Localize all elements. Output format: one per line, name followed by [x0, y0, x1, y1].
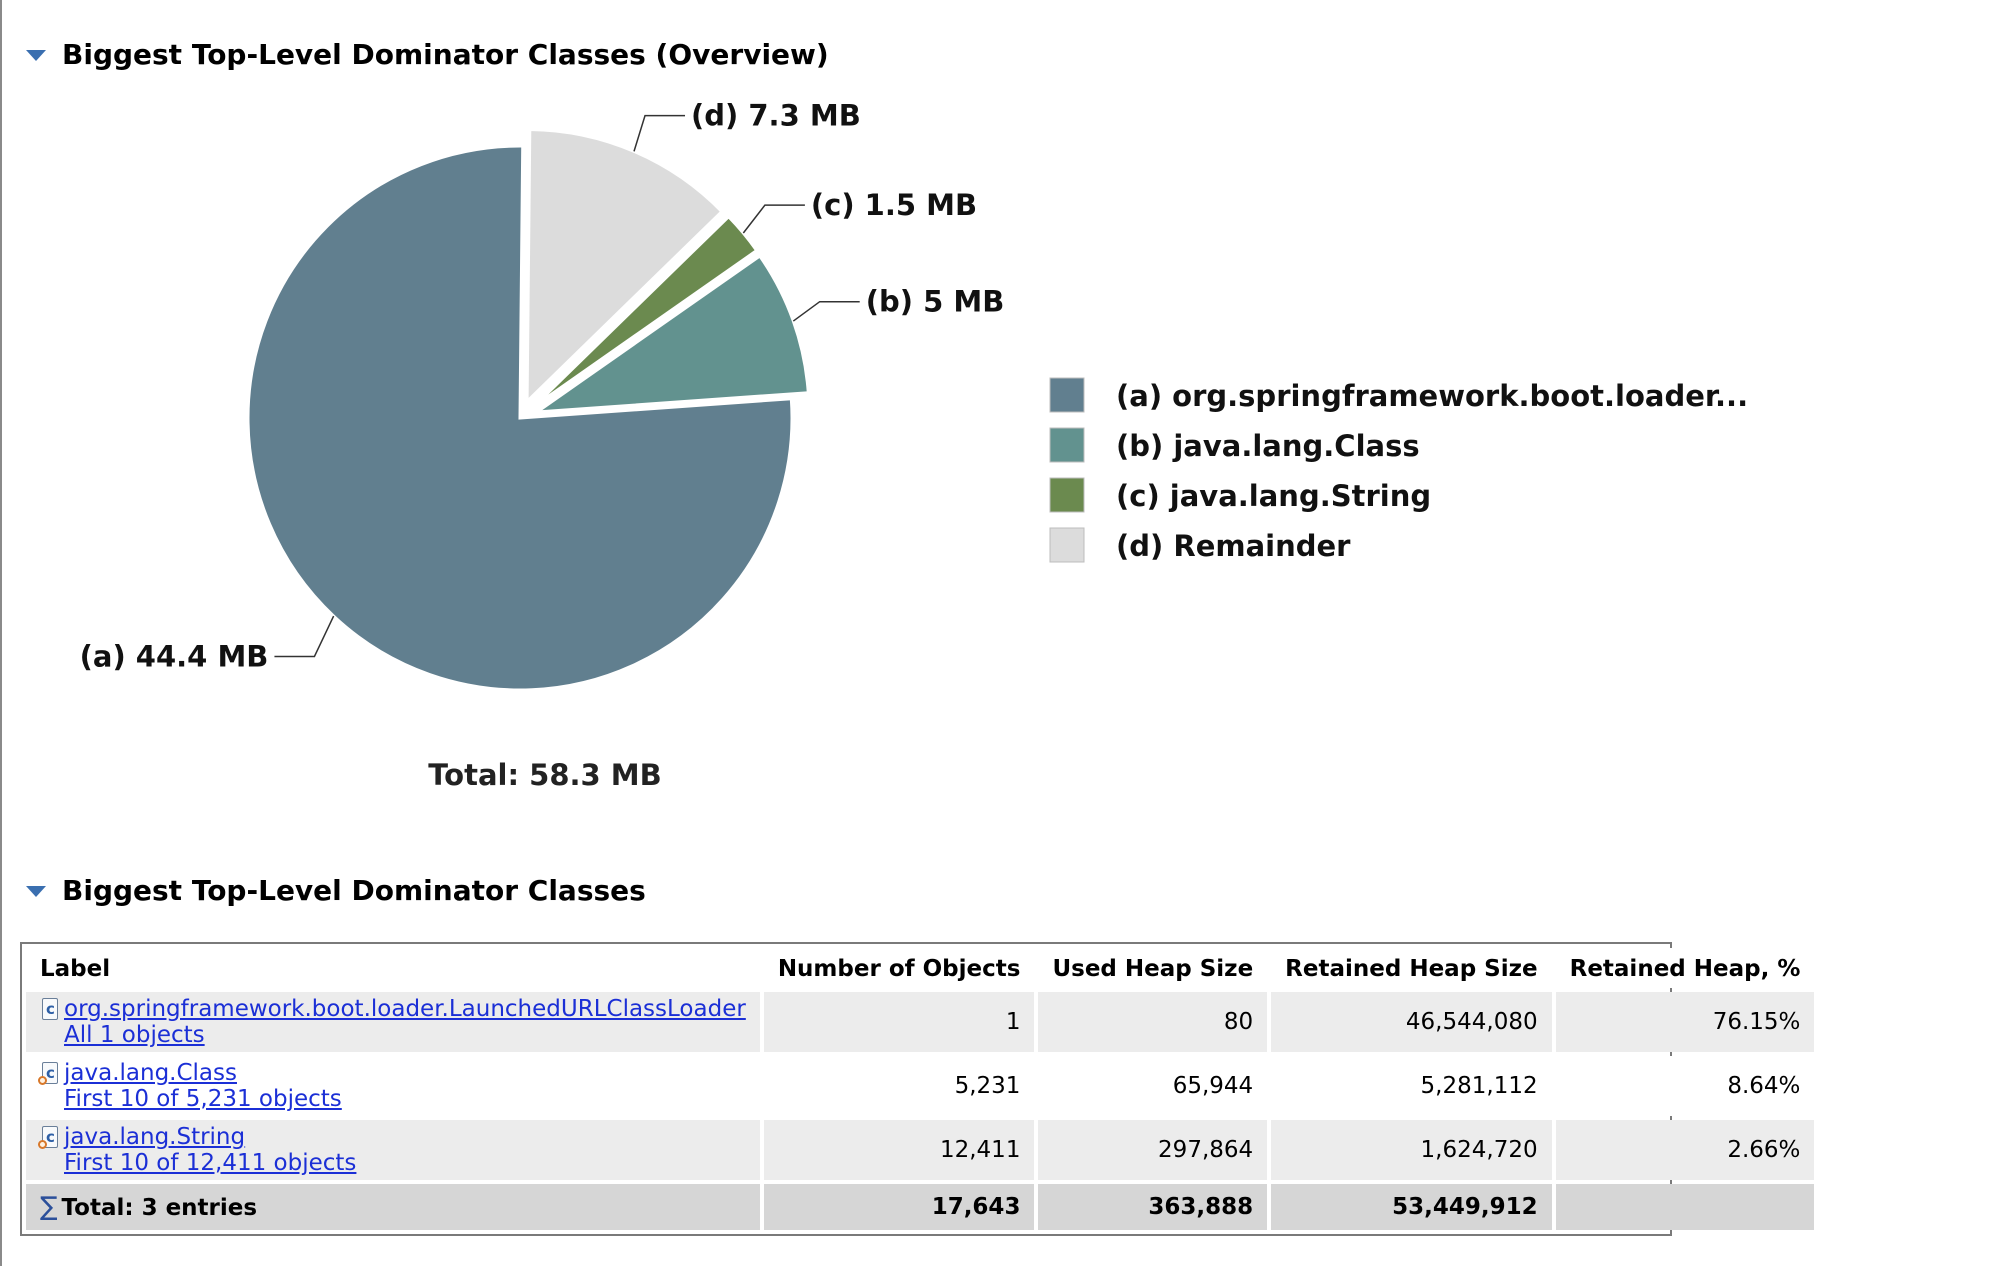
retained-heap-cell: 5,281,112: [1271, 1056, 1552, 1116]
pie-value-label: (a) 44.4 MB: [80, 639, 269, 673]
retained-pct-cell: 8.64%: [1555, 1056, 1815, 1116]
objects-link[interactable]: First 10 of 5,231 objects: [64, 1086, 342, 1112]
objects-link[interactable]: First 10 of 12,411 objects: [64, 1150, 357, 1176]
class-instance-icon: c: [38, 1126, 58, 1150]
column-header-used-heap[interactable]: Used Heap Size: [1038, 948, 1268, 988]
used-heap-cell: 297,864: [1038, 1120, 1268, 1180]
pie-slice-b: [531, 253, 810, 414]
legend-label: (b) java.lang.Class: [1116, 429, 1420, 463]
legend-label: (c) java.lang.String: [1116, 479, 1431, 513]
pie-slice-a: [246, 144, 794, 692]
retained-heap-cell: 1,624,720: [1271, 1120, 1552, 1180]
retained-heap-cell: 46,544,080: [1271, 992, 1552, 1052]
pie-slice-c: [532, 214, 759, 408]
pie-value-label: (b) 5 MB: [866, 285, 1005, 319]
column-header-retained-pct[interactable]: Retained Heap, %: [1555, 948, 1815, 988]
pie-value-label: (c) 1.5 MB: [811, 188, 977, 222]
objects-link[interactable]: All 1 objects: [64, 1022, 205, 1048]
column-header-objects[interactable]: Number of Objects: [763, 948, 1035, 988]
table-section-header[interactable]: Biggest Top-Level Dominator Classes: [26, 874, 646, 907]
collapse-triangle-icon[interactable]: [26, 886, 46, 897]
total-retained-heap-cell: 53,449,912: [1271, 1184, 1552, 1230]
overview-section-header[interactable]: Biggest Top-Level Dominator Classes (Ove…: [26, 38, 829, 71]
table-row[interactable]: c org.springframework.boot.loader.Launch…: [26, 992, 1815, 1052]
used-heap-cell: 80: [1038, 992, 1268, 1052]
overview-section-title: Biggest Top-Level Dominator Classes (Ove…: [62, 38, 829, 71]
retained-pct-cell: 2.66%: [1555, 1120, 1815, 1180]
leader-line: [742, 204, 805, 234]
pie-slice-d: [525, 127, 724, 406]
collapse-triangle-icon[interactable]: [26, 50, 46, 61]
sigma-icon: ∑: [40, 1192, 58, 1222]
legend-swatch: [1049, 427, 1085, 463]
class-instance-icon: c: [38, 1062, 58, 1086]
table-row[interactable]: c java.lang.String First 10 of 12,411 ob…: [26, 1120, 1815, 1180]
table-header-row: Label Number of Objects Used Heap Size R…: [26, 948, 1815, 988]
leader-line: [792, 300, 860, 322]
leader-line: [633, 114, 686, 152]
total-label: Total: 3 entries: [61, 1195, 258, 1221]
legend-swatch: [1049, 527, 1085, 563]
class-icon: c: [40, 998, 58, 1022]
column-header-label[interactable]: Label: [26, 948, 760, 988]
total-used-heap-cell: 363,888: [1038, 1184, 1268, 1230]
table-row[interactable]: c java.lang.Class First 10 of 5,231 obje…: [26, 1056, 1815, 1116]
dominator-table: Label Number of Objects Used Heap Size R…: [20, 942, 1815, 1236]
table-total-row: ∑ Total: 3 entries 17,643 363,888 53,449,…: [26, 1184, 1815, 1230]
used-heap-cell: 65,944: [1038, 1056, 1268, 1116]
column-header-retained-heap[interactable]: Retained Heap Size: [1271, 948, 1552, 988]
legend-label: (a) org.springframework.boot.loader...: [1116, 379, 1748, 413]
objects-cell: 5,231: [763, 1056, 1035, 1116]
total-retained-pct-cell: [1555, 1184, 1815, 1230]
dominator-pie-chart: (a) 44.4 MB(b) 5 MB(c) 1.5 MB(d) 7.3 MB …: [80, 99, 1748, 792]
retained-pct-cell: 76.15%: [1555, 992, 1815, 1052]
pie-value-label: (d) 7.3 MB: [691, 99, 861, 133]
table-section-title: Biggest Top-Level Dominator Classes: [62, 874, 646, 907]
class-name-link[interactable]: java.lang.String: [64, 1124, 246, 1150]
chart-total-label: Total: 58.3 MB: [428, 758, 662, 792]
legend-label: (d) Remainder: [1116, 529, 1351, 563]
objects-cell: 1: [763, 992, 1035, 1052]
class-name-link[interactable]: java.lang.Class: [64, 1060, 237, 1086]
leader-line: [274, 615, 335, 658]
total-objects-cell: 17,643: [763, 1184, 1035, 1230]
class-name-link[interactable]: org.springframework.boot.loader.Launched…: [64, 996, 746, 1022]
legend-swatch: [1049, 377, 1085, 413]
objects-cell: 12,411: [763, 1120, 1035, 1180]
legend-swatch: [1049, 477, 1085, 513]
